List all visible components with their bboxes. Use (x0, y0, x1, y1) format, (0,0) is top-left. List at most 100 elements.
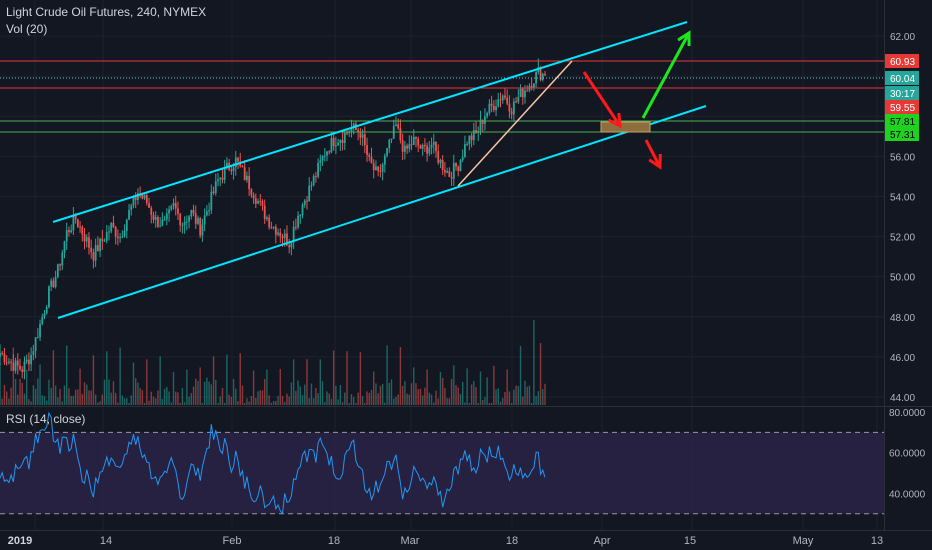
candle-body (88, 237, 90, 248)
volume-bar (526, 386, 528, 405)
candle-body (457, 166, 460, 171)
candle-body (3, 354, 6, 363)
candle-body (410, 144, 413, 146)
price-tick-label: 54.00 (890, 192, 915, 203)
volume-bar (252, 370, 255, 405)
volume-bar (326, 391, 328, 405)
volume-bar (66, 345, 68, 405)
chart-title: Light Crude Oil Futures, 240, NYMEX (6, 5, 207, 19)
volume-bar (535, 396, 537, 405)
candle-body (266, 217, 268, 220)
candle-body (441, 159, 444, 171)
candle-body (161, 219, 164, 226)
candle-body (430, 144, 433, 148)
candle-body (130, 205, 133, 210)
candle-body (41, 316, 44, 324)
volume-bar (208, 381, 210, 405)
volume-bar (464, 402, 466, 405)
candle-body (334, 145, 337, 147)
volume-bar (424, 387, 426, 405)
volume-bar (72, 395, 75, 405)
volume-bar (130, 395, 132, 405)
trend-line (457, 60, 573, 187)
volume-bar (259, 390, 261, 405)
volume-bar (188, 396, 190, 405)
volume-bar (79, 368, 81, 405)
candle-body (72, 215, 75, 231)
candle-body (270, 227, 273, 229)
candle-body (252, 194, 255, 199)
candle-body (25, 359, 28, 362)
volume-bar (166, 386, 168, 405)
volume-bar (426, 369, 428, 405)
candle-body (74, 215, 77, 220)
candle-body (128, 209, 130, 220)
volume-bar (159, 356, 161, 405)
candle-body (230, 169, 233, 172)
volume-bar (368, 392, 370, 405)
volume-bar (268, 395, 270, 405)
candle-body (121, 236, 124, 238)
candle-body (492, 105, 495, 111)
volume-bar (172, 371, 175, 405)
volume-bar (246, 398, 248, 405)
price-tick-label: 46.00 (890, 353, 915, 364)
volume-bar (146, 359, 148, 405)
candle-body (199, 218, 202, 236)
volume-bar (83, 382, 86, 405)
volume-bar (32, 385, 35, 405)
candle-body (150, 207, 153, 215)
volume-bar (126, 398, 128, 405)
candle-body (446, 171, 449, 173)
candle-body (81, 226, 84, 235)
candle-body (464, 144, 466, 157)
volume-bar (181, 387, 184, 405)
candle-body (50, 280, 53, 287)
volume-bar (381, 383, 384, 405)
volume-bar (459, 394, 462, 405)
candle-body (357, 129, 360, 133)
candle-body (352, 123, 355, 128)
volume-bar (5, 391, 8, 405)
price-tag-label: 30:17 (890, 89, 915, 100)
candle-body (134, 196, 137, 200)
candle-body (490, 103, 493, 106)
volume-bar (108, 379, 110, 405)
volume-bar (217, 403, 219, 405)
candle-body (415, 136, 417, 139)
candle-body (48, 286, 50, 308)
volume-bar (201, 403, 204, 405)
volume-bar (239, 353, 241, 405)
candle-body (461, 156, 464, 160)
candle-body (437, 151, 440, 163)
volume-bar (50, 387, 52, 405)
candle-body (484, 116, 486, 124)
volume-bar (119, 347, 121, 405)
volume-bar (190, 393, 193, 405)
candle-body (466, 144, 469, 146)
candle-body (495, 106, 497, 111)
candle-body (390, 138, 393, 141)
candle-body (290, 242, 293, 248)
target-box (600, 121, 651, 133)
volume-bar (221, 388, 224, 405)
volume-bar (230, 396, 233, 405)
candle-body (423, 145, 426, 147)
candle-body (330, 138, 333, 153)
candle-body (177, 208, 179, 214)
volume-bar (23, 393, 26, 405)
volume-bar (212, 356, 215, 405)
volume-bar (482, 399, 484, 405)
candle-body (183, 222, 186, 226)
volume-bar (195, 378, 197, 405)
red-arrow-down-below-head (648, 153, 662, 170)
candle-body (459, 159, 462, 171)
volume-bar (70, 395, 72, 405)
volume-bar (370, 389, 373, 405)
volume-bar (364, 403, 366, 405)
volume-bar (330, 398, 333, 405)
candle-body (366, 145, 368, 155)
candle-body (159, 225, 162, 227)
candle-body (472, 130, 475, 141)
